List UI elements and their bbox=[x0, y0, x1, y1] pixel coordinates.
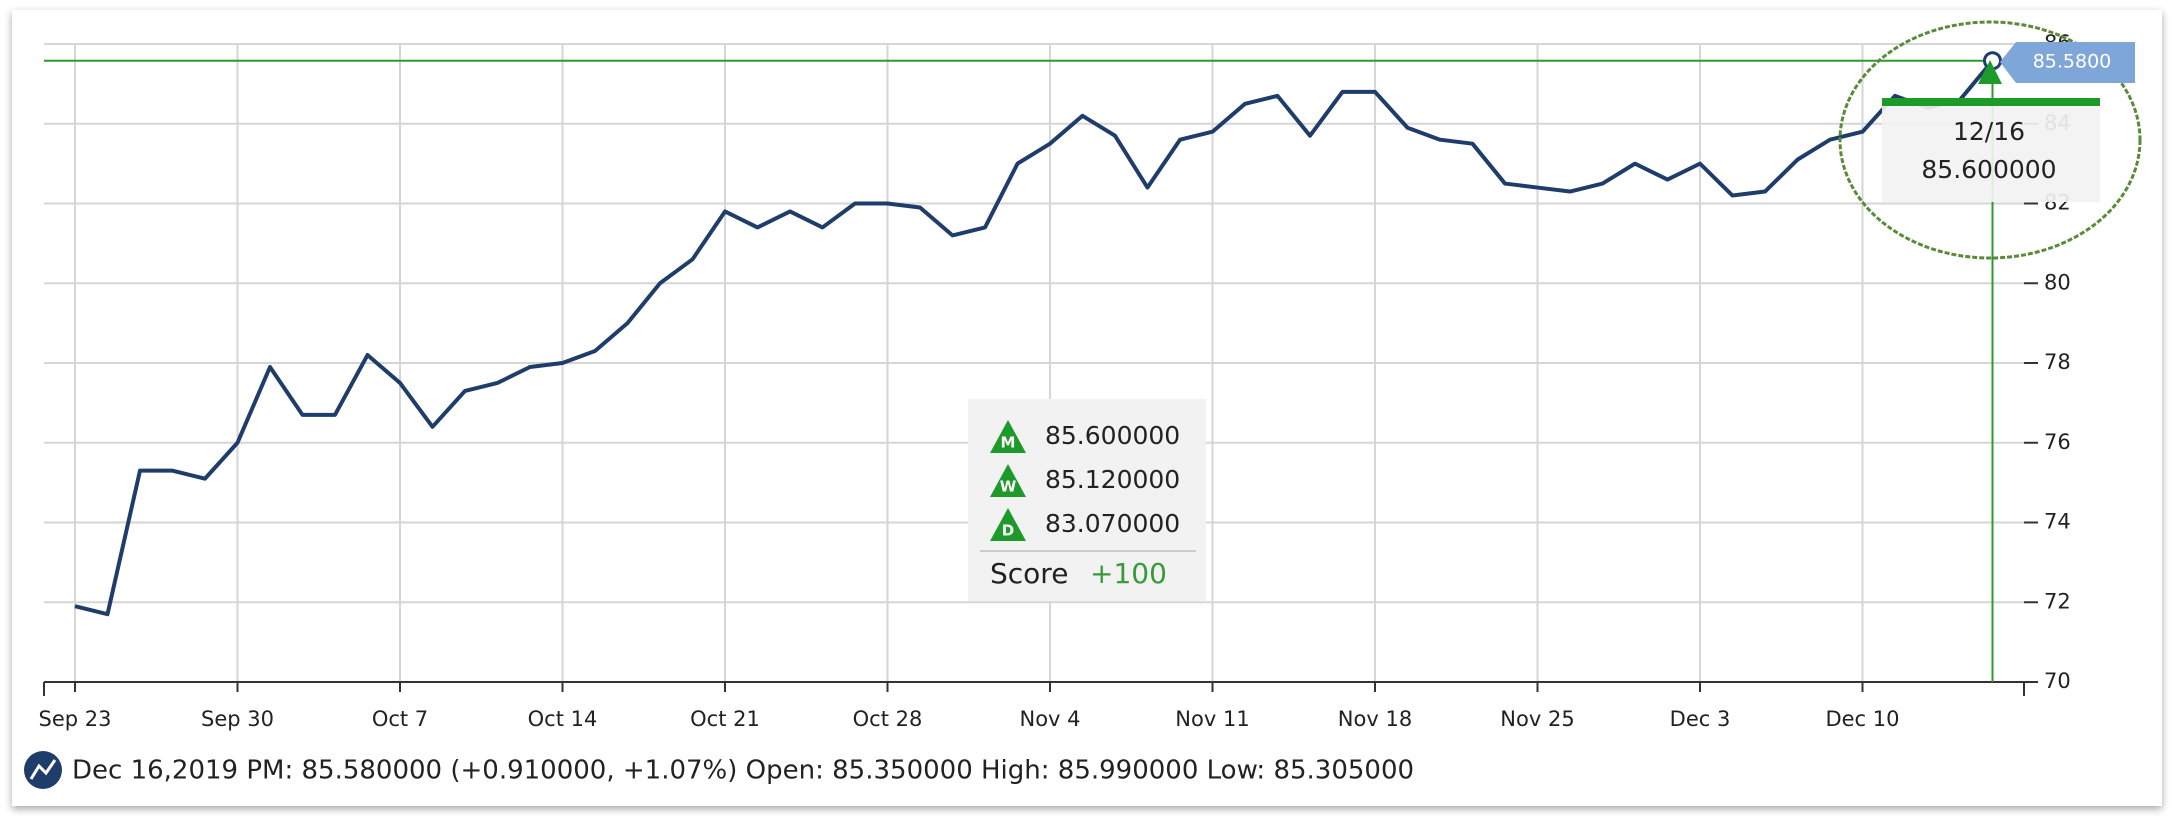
x-tick-label: Nov 4 bbox=[1019, 707, 1080, 731]
tooltip-box bbox=[1882, 100, 2100, 202]
x-tick-label: Nov 25 bbox=[1500, 707, 1574, 731]
score-value: +100 bbox=[1090, 557, 1167, 590]
score-label: Score bbox=[990, 557, 1068, 590]
rating-icon-letter: D bbox=[1002, 522, 1014, 540]
tooltip-date: 12/16 bbox=[1953, 117, 2025, 146]
rating-icon-letter: M bbox=[1001, 434, 1016, 452]
y-tick-label: 80 bbox=[2044, 270, 2071, 294]
x-tick-label: Nov 18 bbox=[1338, 707, 1412, 731]
x-tick-label: Dec 3 bbox=[1670, 707, 1731, 731]
y-tick-label: 70 bbox=[2044, 669, 2071, 693]
rating-icon-letter: W bbox=[1000, 478, 1017, 496]
footer-icon-line bbox=[29, 759, 57, 780]
price-tag bbox=[2000, 42, 2135, 83]
price-line bbox=[74, 59, 1995, 617]
overlay: 12/16 85.600000 85.5800 M 85.600000 W 85.12000… bbox=[24, 20, 2142, 789]
rating-icon bbox=[990, 420, 1026, 453]
x-tick-label: Sep 30 bbox=[201, 707, 274, 731]
tooltip-bar bbox=[1882, 98, 2100, 106]
x-tick-label: Oct 28 bbox=[853, 707, 923, 731]
rating-icon bbox=[990, 464, 1026, 497]
y-tick-label: 78 bbox=[2044, 350, 2071, 374]
x-tick-label: Oct 7 bbox=[372, 707, 428, 731]
price-tag-label: 85.5800 bbox=[2033, 51, 2112, 73]
rating-value: 85.600000 bbox=[1045, 421, 1180, 450]
rating-value: 83.070000 bbox=[1045, 509, 1180, 538]
tooltip-value: 85.600000 bbox=[1921, 155, 2056, 184]
x-tick-label: Oct 21 bbox=[690, 707, 760, 731]
y-tick-label: 74 bbox=[2044, 510, 2071, 534]
y-tick-label: 72 bbox=[2044, 589, 2071, 613]
x-tick-label: Oct 14 bbox=[528, 707, 598, 731]
x-tick-label: Sep 23 bbox=[39, 707, 112, 731]
x-tick-label: Dec 10 bbox=[1825, 707, 1899, 731]
x-tick-label: Nov 11 bbox=[1175, 707, 1249, 731]
tooltip-icon bbox=[1978, 60, 2002, 84]
y-tick-label: 76 bbox=[2044, 430, 2071, 454]
footer-text: Dec 16,2019 PM: 85.580000 (+0.910000, +1… bbox=[72, 756, 1414, 786]
rating-icon bbox=[990, 508, 1026, 541]
rating-value: 85.120000 bbox=[1045, 465, 1180, 494]
highlight-circle bbox=[1838, 20, 2142, 260]
